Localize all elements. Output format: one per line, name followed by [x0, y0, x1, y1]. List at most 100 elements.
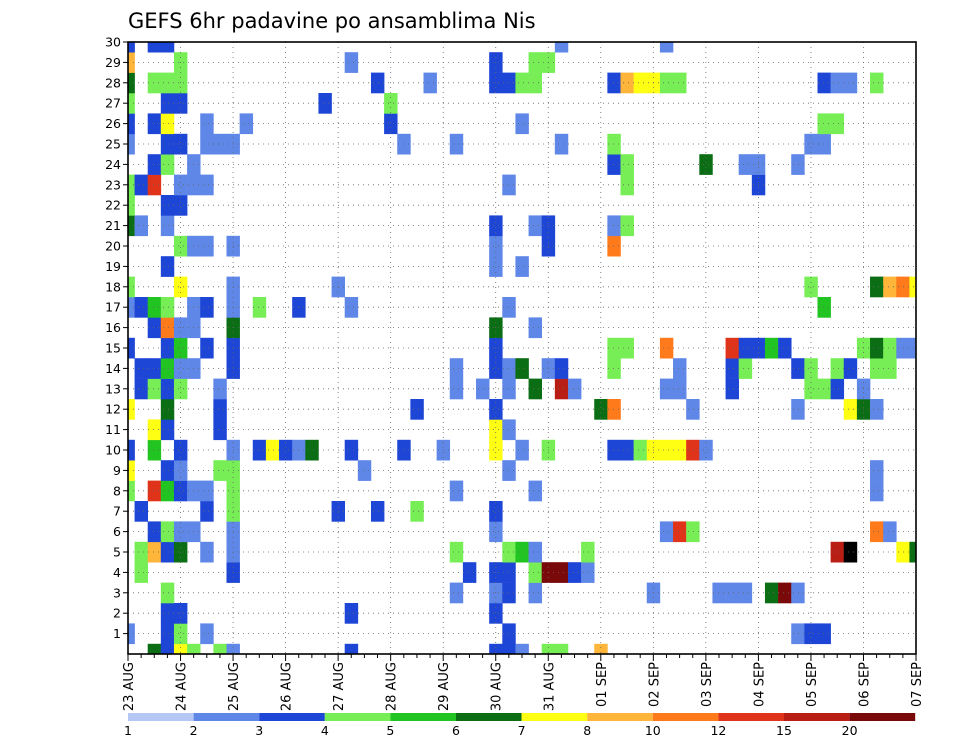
y-tick-label: 22: [105, 198, 121, 213]
heatmap-cell: [515, 439, 529, 461]
heatmap-cell: [160, 378, 175, 400]
heatmap-cell: [883, 276, 897, 298]
heatmap-cell: [200, 541, 214, 563]
legend-label: 10: [645, 723, 661, 738]
heatmap-cell: [160, 93, 175, 114]
heatmap-cell: [370, 501, 385, 522]
heatmap-cell: [147, 419, 162, 441]
heatmap-cell: [160, 133, 175, 155]
heatmap-cell: [173, 480, 188, 502]
heatmap-cell: [160, 521, 175, 543]
heatmap-cell: [699, 154, 713, 175]
heatmap-cell: [607, 399, 621, 420]
heatmap-cell: [147, 541, 162, 563]
heatmap-cell: [147, 378, 162, 400]
legend-label: 7: [518, 723, 526, 738]
heatmap-cell: [712, 582, 726, 604]
heatmap-cell: [160, 603, 175, 624]
heatmap-cell: [160, 113, 175, 135]
heatmap-cell: [607, 337, 621, 359]
heatmap-cell: [147, 317, 162, 339]
y-tick-label: 25: [105, 137, 121, 152]
heatmap-cell: [128, 460, 135, 481]
heatmap-cell: [173, 460, 188, 481]
heatmap-cell: [554, 378, 569, 400]
heatmap-cell: [160, 42, 175, 53]
heatmap-cell: [200, 297, 214, 318]
heatmap-cell: [213, 460, 227, 481]
heatmap-cell: [659, 72, 674, 94]
heatmap-cell: [147, 113, 162, 135]
color-legend: 1 2 3 4 5 6 7 8 10 12 15 20: [124, 713, 916, 738]
heatmap-cell: [213, 399, 227, 420]
heatmap-cell: [344, 52, 359, 73]
heatmap-cell: [213, 643, 227, 655]
heatmap-cell: [909, 337, 917, 359]
heatmap-cell: [128, 297, 135, 318]
heatmap-cell: [344, 439, 359, 461]
heatmap-cell: [449, 582, 464, 604]
heatmap-cell: [620, 215, 634, 237]
heatmap-cell: [160, 154, 175, 175]
heatmap-cell: [620, 337, 634, 359]
heatmap-cell: [528, 562, 542, 583]
heatmap-cell: [502, 562, 516, 583]
heatmap-cell: [489, 603, 503, 624]
heatmap-cell: [633, 439, 648, 461]
heatmap-cell: [173, 439, 188, 461]
legend-label: 12: [710, 723, 726, 738]
heatmap-cell: [502, 623, 516, 645]
heatmap-cell: [686, 399, 700, 420]
heatmap-cell: [620, 439, 634, 461]
heatmap-cell: [173, 337, 188, 359]
heatmap-cell: [528, 317, 542, 339]
heatmap-cell: [594, 399, 608, 420]
heatmap-cell: [567, 378, 582, 400]
heatmap-cell: [173, 358, 188, 379]
heatmap-cell: [515, 643, 529, 655]
heatmap-cell: [160, 399, 175, 420]
y-tick-label: 27: [105, 96, 121, 111]
heatmap-cell: [489, 419, 503, 441]
heatmap-cell: [502, 297, 516, 318]
heatmap-cell: [607, 235, 621, 257]
heatmap-cell: [843, 358, 858, 379]
heatmap-cell: [843, 72, 858, 94]
legend-swatch: [521, 713, 588, 721]
heatmap-cell: [160, 215, 175, 237]
x-tick-label: 24 AUG: [175, 662, 190, 711]
heatmap-cell: [200, 235, 214, 257]
y-tick-label: 12: [105, 402, 121, 417]
heatmap-cell: [449, 378, 464, 400]
heatmap-cell: [134, 501, 148, 522]
heatmap-cell: [778, 337, 792, 359]
legend-swatch: [456, 713, 522, 721]
heatmap-cell: [830, 541, 845, 563]
heatmap-cell: [738, 358, 753, 379]
heatmap-cell: [462, 562, 477, 583]
heatmap-cell: [725, 378, 739, 400]
heatmap-cell: [279, 439, 293, 461]
heatmap-cell: [449, 541, 464, 563]
heatmap-cell: [764, 337, 779, 359]
heatmap-cell: [515, 113, 529, 135]
x-tick-label: 02 SEP: [647, 662, 662, 707]
heatmap-cell: [173, 521, 188, 543]
heatmap-cell: [502, 541, 516, 563]
heatmap-cell: [134, 358, 148, 379]
heatmap-cell: [528, 52, 542, 73]
heatmap-cell: [173, 93, 188, 114]
heatmap-cell: [554, 133, 569, 155]
heatmap-cell: [804, 378, 818, 400]
heatmap-cell: [147, 297, 162, 318]
heatmap-cell: [173, 174, 188, 196]
heatmap-cell: [449, 358, 464, 379]
heatmap-cell: [659, 378, 674, 400]
heatmap-cell: [134, 174, 148, 196]
heatmap-cell: [226, 643, 240, 655]
heatmap-cell: [817, 113, 831, 135]
y-tick-label: 3: [113, 585, 121, 600]
heatmap-cell: [502, 643, 516, 655]
heatmap-cell: [620, 174, 634, 196]
heatmap-cell: [725, 337, 739, 359]
